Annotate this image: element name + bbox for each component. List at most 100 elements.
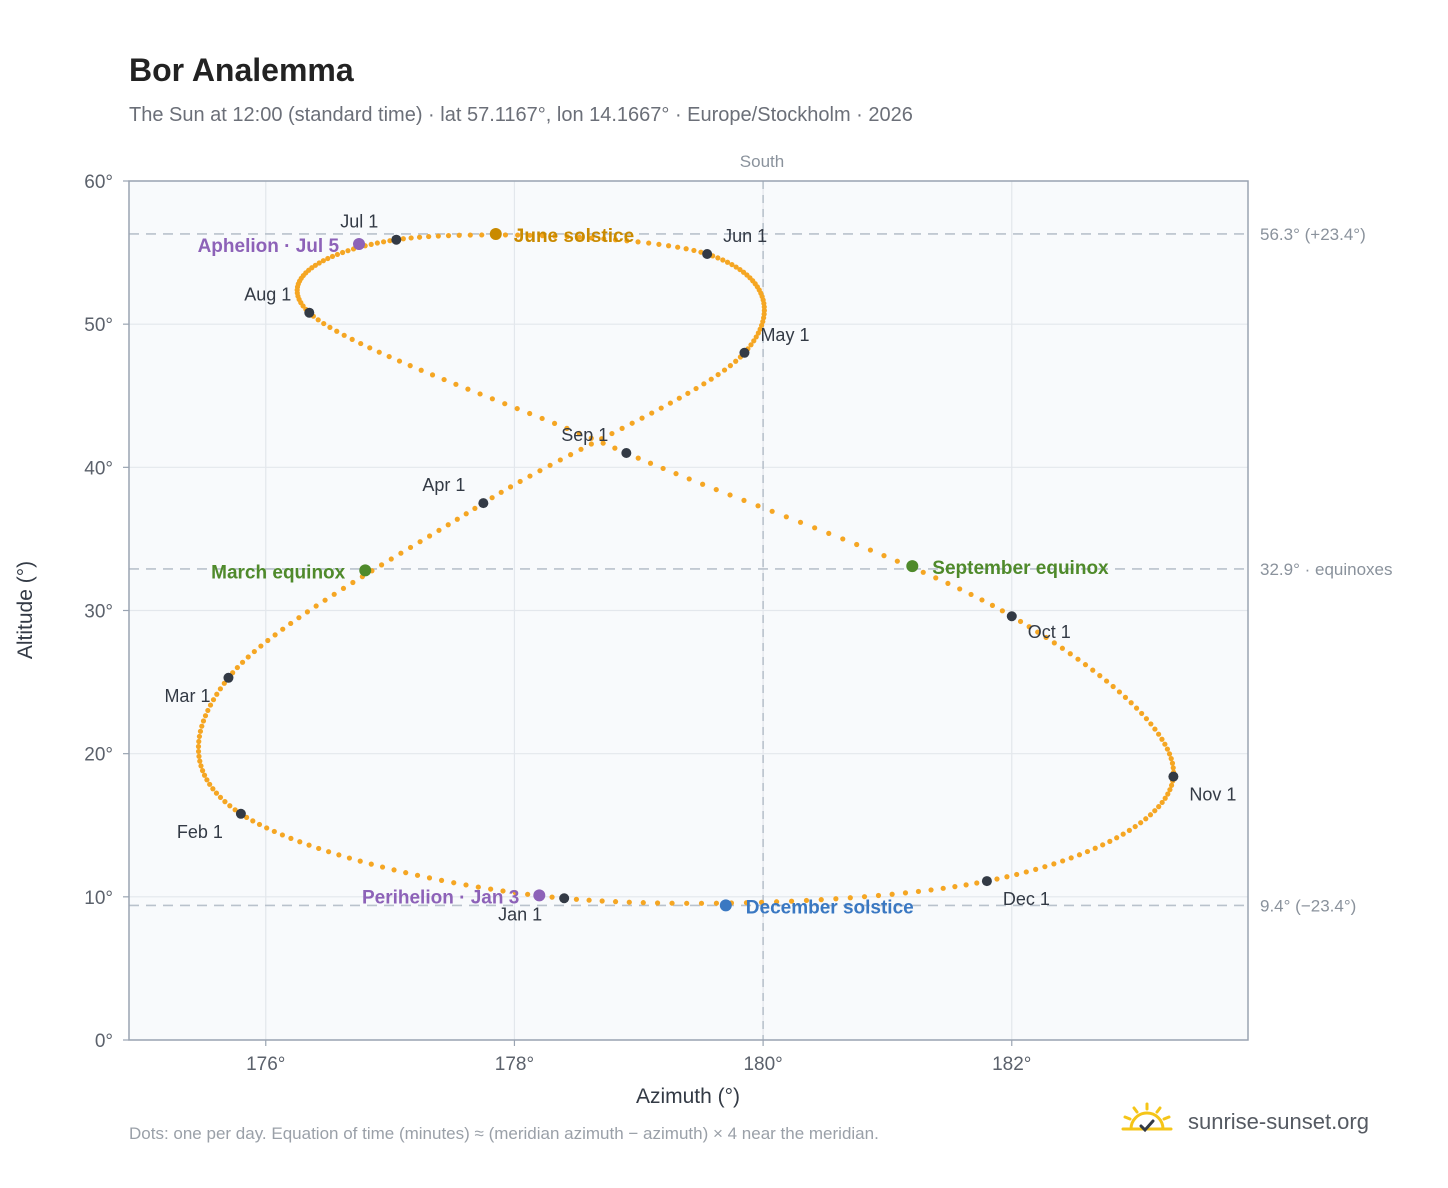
- month-point: [223, 672, 234, 683]
- daily-sun-dot: [812, 525, 818, 531]
- y-tick-label: 40°: [84, 458, 113, 479]
- daily-sun-dot: [586, 897, 592, 903]
- event-point: [359, 564, 372, 577]
- month-label: Apr 1: [422, 475, 465, 495]
- daily-sun-dot: [564, 425, 570, 431]
- daily-sun-dot: [475, 884, 481, 890]
- x-tick-label: 182°: [992, 1054, 1031, 1075]
- daily-sun-dot: [438, 877, 445, 883]
- daily-sun-dot: [327, 324, 333, 330]
- daily-sun-dot: [989, 602, 996, 608]
- daily-sun-dot: [403, 870, 409, 876]
- daily-sun-dot: [601, 236, 607, 242]
- daily-sun-dot: [1082, 662, 1089, 668]
- daily-sun-dot: [1042, 864, 1048, 870]
- month-point: [702, 249, 713, 260]
- y-tick-label: 10°: [84, 888, 113, 909]
- daily-sun-dot: [1170, 765, 1176, 771]
- month-point: [621, 448, 632, 459]
- daily-sun-dot: [646, 240, 652, 246]
- daily-sun-dot: [1076, 852, 1083, 858]
- daily-sun-dot: [713, 900, 720, 906]
- daily-sun-dot: [527, 232, 533, 238]
- daily-sun-dot: [654, 900, 661, 906]
- y-axis-label: Altitude (°): [14, 561, 37, 659]
- daily-sun-dot: [239, 659, 246, 665]
- daily-sun-dot: [210, 697, 217, 703]
- daily-sun-dot: [500, 888, 506, 894]
- daily-sun-dot: [214, 691, 220, 697]
- daily-sun-dot: [902, 890, 909, 896]
- daily-sun-dot: [245, 654, 251, 660]
- daily-sun-dot: [720, 257, 726, 263]
- daily-sun-dot: [727, 363, 733, 369]
- daily-sun-dot: [826, 530, 832, 536]
- daily-sun-dot: [755, 503, 761, 509]
- daily-sun-dot: [612, 445, 618, 451]
- event-point: [533, 889, 546, 902]
- daily-sun-dot: [346, 855, 353, 861]
- daily-sun-dot: [463, 511, 469, 517]
- daily-sun-dot: [928, 887, 934, 893]
- daily-sun-dot: [234, 664, 240, 671]
- y-tick-label: 0°: [95, 1031, 113, 1052]
- daily-sun-dot: [758, 899, 765, 905]
- chart-subtitle: The Sun at 12:00 (standard time) · lat 5…: [129, 104, 913, 126]
- meridian-label: South: [740, 152, 784, 171]
- y-tick-label: 20°: [84, 745, 113, 766]
- daily-sun-dot: [465, 386, 471, 392]
- daily-sun-dot: [626, 899, 632, 905]
- daily-sun-dot: [502, 401, 508, 407]
- daily-sun-dot: [715, 255, 721, 261]
- daily-sun-dot: [368, 241, 374, 247]
- daily-sun-dot: [547, 462, 553, 468]
- daily-sun-dot: [400, 236, 406, 242]
- event-label: March equinox: [211, 562, 346, 583]
- daily-sun-dot: [322, 597, 328, 603]
- daily-sun-dot: [426, 875, 433, 881]
- daily-sun-dot: [445, 233, 452, 239]
- daily-sun-dot: [698, 900, 705, 906]
- month-label: Jan 1: [498, 904, 542, 924]
- daily-sun-dot: [387, 238, 393, 244]
- daily-sun-dot: [1162, 741, 1168, 747]
- daily-sun-dot: [669, 900, 675, 906]
- daily-sun-dot: [783, 514, 789, 520]
- daily-sun-dot: [999, 608, 1005, 614]
- daily-sun-dot: [207, 781, 213, 787]
- month-point: [1168, 771, 1179, 782]
- daily-sun-dot: [416, 234, 423, 240]
- daily-sun-dot: [334, 328, 340, 334]
- daily-sun-dot: [1162, 795, 1168, 801]
- daily-sun-dot: [733, 358, 739, 364]
- daily-sun-dot: [1026, 624, 1032, 630]
- daily-sun-dot: [729, 261, 735, 268]
- daily-sun-dot: [753, 334, 759, 340]
- daily-sun-dot: [1152, 726, 1158, 732]
- daily-sun-dot: [539, 233, 546, 239]
- event-point: [719, 899, 732, 912]
- daily-sun-dot: [665, 243, 672, 249]
- daily-sun-dot: [1148, 721, 1154, 727]
- daily-sun-dot: [436, 527, 442, 533]
- daily-sun-dot: [320, 258, 326, 264]
- daily-sun-dot: [945, 580, 951, 587]
- daily-sun-dot: [549, 894, 555, 900]
- chart-title: Bor Analemma: [129, 52, 354, 88]
- daily-sun-dot: [391, 867, 397, 873]
- daily-sun-dot: [1167, 787, 1173, 793]
- daily-sun-dot: [751, 338, 757, 344]
- daily-sun-dot: [453, 381, 459, 387]
- daily-sun-dot: [840, 536, 846, 542]
- daily-sun-dot: [251, 648, 257, 655]
- event-label: September equinox: [932, 558, 1109, 579]
- daily-sun-dot: [773, 899, 780, 905]
- daily-sun-dot: [1139, 710, 1145, 717]
- daily-sun-dot: [656, 241, 662, 247]
- daily-sun-dot: [1168, 782, 1175, 788]
- daily-sun-dot: [539, 415, 545, 422]
- daily-sun-dot: [217, 686, 223, 692]
- daily-sun-dot: [818, 897, 824, 903]
- daily-sun-dot: [957, 586, 963, 592]
- brand[interactable]: sunrise-sunset.org: [1120, 1102, 1369, 1141]
